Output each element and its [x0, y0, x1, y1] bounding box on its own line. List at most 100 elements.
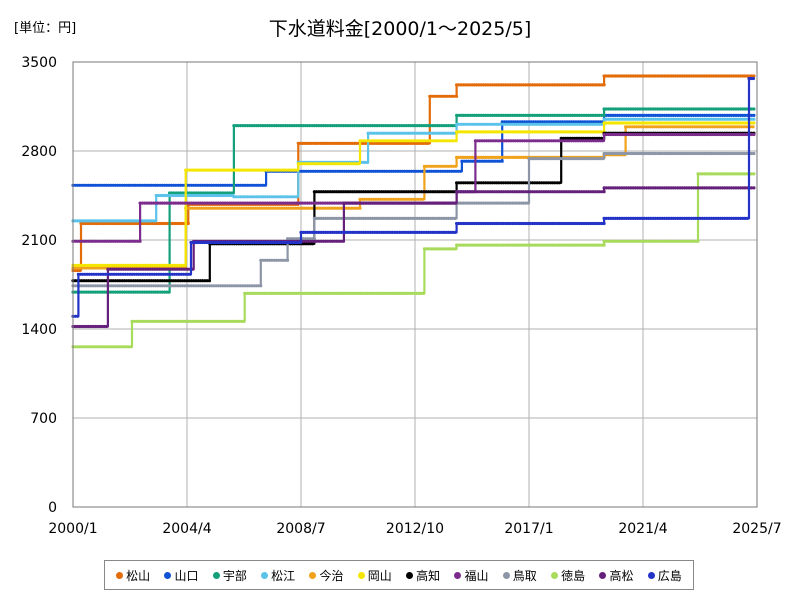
data-point: [620, 113, 624, 117]
legend-item: 高松: [599, 567, 633, 584]
data-point: [624, 121, 629, 125]
data-point: [662, 132, 667, 137]
data-point: [386, 124, 390, 128]
data-point: [564, 83, 568, 87]
data-point: [212, 201, 216, 205]
data-point: [409, 139, 413, 143]
x-tick-label: 2000/1: [48, 521, 97, 537]
x-tick-label: 2004/4: [162, 521, 211, 537]
data-point: [265, 124, 270, 128]
data-point: [148, 221, 152, 226]
data-point: [750, 113, 754, 117]
data-point: [190, 319, 194, 323]
data-point: [429, 169, 434, 173]
data-point: [638, 113, 642, 117]
data-point: [287, 291, 291, 295]
data-point: [187, 183, 191, 187]
data-point: [687, 121, 691, 125]
data-point: [231, 206, 235, 210]
data-point: [504, 155, 508, 159]
data-point: [239, 168, 244, 172]
data-point: [165, 201, 169, 205]
data-point: [602, 117, 606, 121]
data-point: [513, 181, 517, 185]
data-point: [514, 120, 518, 124]
data-point: [341, 291, 345, 295]
data-point: [642, 216, 646, 220]
data-point: [101, 221, 105, 226]
data-point: [680, 216, 684, 220]
data-point: [305, 291, 309, 295]
data-point: [138, 290, 142, 294]
data-point: [613, 132, 617, 137]
data-point: [630, 125, 634, 129]
data-point: [96, 324, 100, 329]
data-point: [214, 201, 218, 205]
data-point: [629, 121, 633, 125]
data-point: [102, 284, 106, 288]
data-point: [725, 132, 729, 137]
data-point: [102, 345, 106, 349]
legend-item: 岡山: [357, 567, 392, 584]
data-point: [727, 107, 731, 111]
data-point: [743, 172, 747, 176]
data-point: [104, 324, 109, 329]
data-point: [488, 122, 492, 126]
data-point: [749, 76, 753, 81]
data-point: [355, 190, 359, 194]
data-point: [235, 319, 239, 323]
data-point: [457, 190, 461, 194]
data-point: [609, 117, 613, 121]
data-point: [738, 132, 743, 137]
data-point: [154, 193, 158, 198]
data-point: [179, 319, 183, 323]
data-point: [607, 107, 611, 111]
data-point: [583, 120, 587, 124]
data-point: [409, 169, 413, 173]
data-point: [301, 230, 305, 234]
data-point: [394, 197, 398, 201]
data-point: [175, 319, 179, 323]
data-point: [248, 168, 253, 172]
data-point: [741, 172, 745, 176]
data-point: [660, 107, 664, 111]
data-point: [413, 131, 417, 135]
data-point: [422, 124, 426, 128]
data-point: [344, 190, 348, 194]
data-point: [543, 139, 547, 143]
data-point: [732, 107, 736, 111]
data-point: [613, 121, 617, 125]
data-point: [118, 290, 122, 294]
data-point: [386, 230, 390, 234]
data-point: [698, 151, 702, 156]
data-point: [227, 201, 232, 205]
data-point: [122, 263, 126, 267]
data-point: [718, 186, 722, 190]
data-point: [640, 216, 644, 220]
data-point: [228, 168, 232, 172]
data-point: [519, 155, 524, 159]
data-point: [464, 159, 468, 163]
data-point: [680, 107, 684, 111]
data-point: [676, 239, 680, 243]
data-point: [486, 190, 490, 194]
data-point: [675, 125, 679, 129]
data-point: [384, 190, 388, 194]
data-point: [230, 183, 234, 187]
data-point: [350, 162, 354, 166]
data-point: [107, 263, 111, 267]
data-point: [341, 239, 346, 243]
data-point: [406, 124, 410, 128]
data-point: [455, 155, 459, 159]
data-point: [475, 201, 479, 205]
data-point: [542, 83, 546, 87]
data-point: [694, 186, 698, 190]
data-point: [332, 201, 336, 205]
data-point: [743, 74, 747, 78]
data-point: [589, 83, 593, 87]
data-point: [400, 169, 405, 173]
data-point: [665, 132, 669, 137]
data-point: [495, 181, 499, 185]
data-point: [140, 201, 144, 205]
data-point: [212, 284, 216, 288]
